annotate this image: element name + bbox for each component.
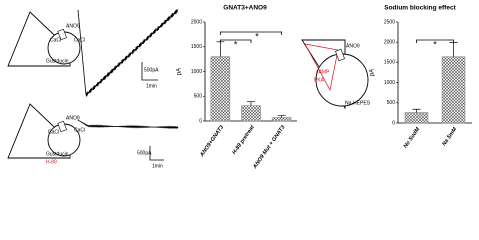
cell-diagram: ANO9 CaCl CaCl Gustducin <box>7 11 85 67</box>
y-tick-label: 0 <box>199 118 202 124</box>
y-tick-label: 500 <box>387 100 396 106</box>
bar <box>241 105 261 122</box>
label: CaCl <box>74 37 85 43</box>
y-tick-label: 1500 <box>191 44 202 50</box>
error-bar <box>247 101 255 106</box>
figure: ANO9 CaCl CaCl Gustducin ANO9 CaCl CaCl … <box>7 5 472 171</box>
y-tick-label: 1000 <box>384 80 395 86</box>
y-tick-label: 1500 <box>384 60 395 66</box>
y-axis-label: pA <box>370 69 376 76</box>
y-tick-label: 2000 <box>191 19 202 25</box>
error-bar <box>449 42 458 57</box>
error-bar <box>412 108 421 113</box>
label: H-89 <box>46 159 57 165</box>
scale-label: 500pA <box>144 67 159 73</box>
chart-title: GNAT3+ANO9 <box>223 5 267 12</box>
bar <box>210 56 231 122</box>
scale-label: 1min <box>146 83 157 89</box>
significance-bracket <box>416 39 454 43</box>
body: ANO9 CaCl CaCl Gustducin ANO9 CaCl CaCl … <box>7 4 472 171</box>
bar <box>404 112 429 124</box>
error-bar <box>216 41 225 57</box>
label: ANO9 <box>66 115 80 121</box>
significance-bracket <box>219 39 252 43</box>
cell-diagram: ANO9 cAMP PKA Na-HEPES <box>301 39 371 110</box>
significance-mark: * <box>433 39 437 49</box>
significance-mark: * <box>234 39 238 49</box>
y-tick-label: 1000 <box>191 69 202 75</box>
chart-title: Sodium blocking effect <box>384 5 456 12</box>
significance-mark: * <box>255 31 259 41</box>
label: Na-HEPES <box>345 100 371 106</box>
y-tick-label: 0 <box>392 120 395 126</box>
scale-bar <box>149 146 164 161</box>
x-tick-label: Na 5mM <box>441 126 458 147</box>
bar <box>271 117 292 122</box>
x-tick-label: ANO9+GNAT3 <box>199 125 226 159</box>
y-tick-label: 2500 <box>384 19 395 25</box>
y-tick-label: 500 <box>194 94 203 100</box>
label: PKA <box>314 77 325 83</box>
label: ANO9 <box>66 23 80 29</box>
cell-diagram: ANO9 CaCl CaCl Gustducin H-89 <box>7 103 85 165</box>
label: Gustducin <box>46 58 69 64</box>
page: Figure {"diagram_left": { "cell_1": {"ch… <box>7 4 472 171</box>
x-tick-label: H-89 pretreat <box>231 124 256 156</box>
bar <box>441 56 466 124</box>
label: CaCl <box>48 129 59 135</box>
current-trace <box>77 119 179 130</box>
y-axis-label: pA <box>177 68 183 75</box>
significance-bracket <box>219 31 283 35</box>
current-trace <box>77 9 179 97</box>
scale-label: 500pA <box>137 150 152 156</box>
scale-bar <box>141 62 158 81</box>
x-tick-label: No SodM <box>403 126 422 149</box>
scale-label: 1min <box>152 163 163 169</box>
label: CaCl <box>50 37 61 43</box>
x-tick-label: ANO9 Mut + GNAT3 <box>252 125 287 171</box>
label: Gustducin <box>46 151 69 157</box>
label: ANO9 <box>346 43 360 49</box>
error-bar <box>277 115 286 118</box>
y-tick-label: 2000 <box>384 40 395 46</box>
label: CaCl <box>74 127 85 133</box>
label: cAMP <box>316 69 330 75</box>
